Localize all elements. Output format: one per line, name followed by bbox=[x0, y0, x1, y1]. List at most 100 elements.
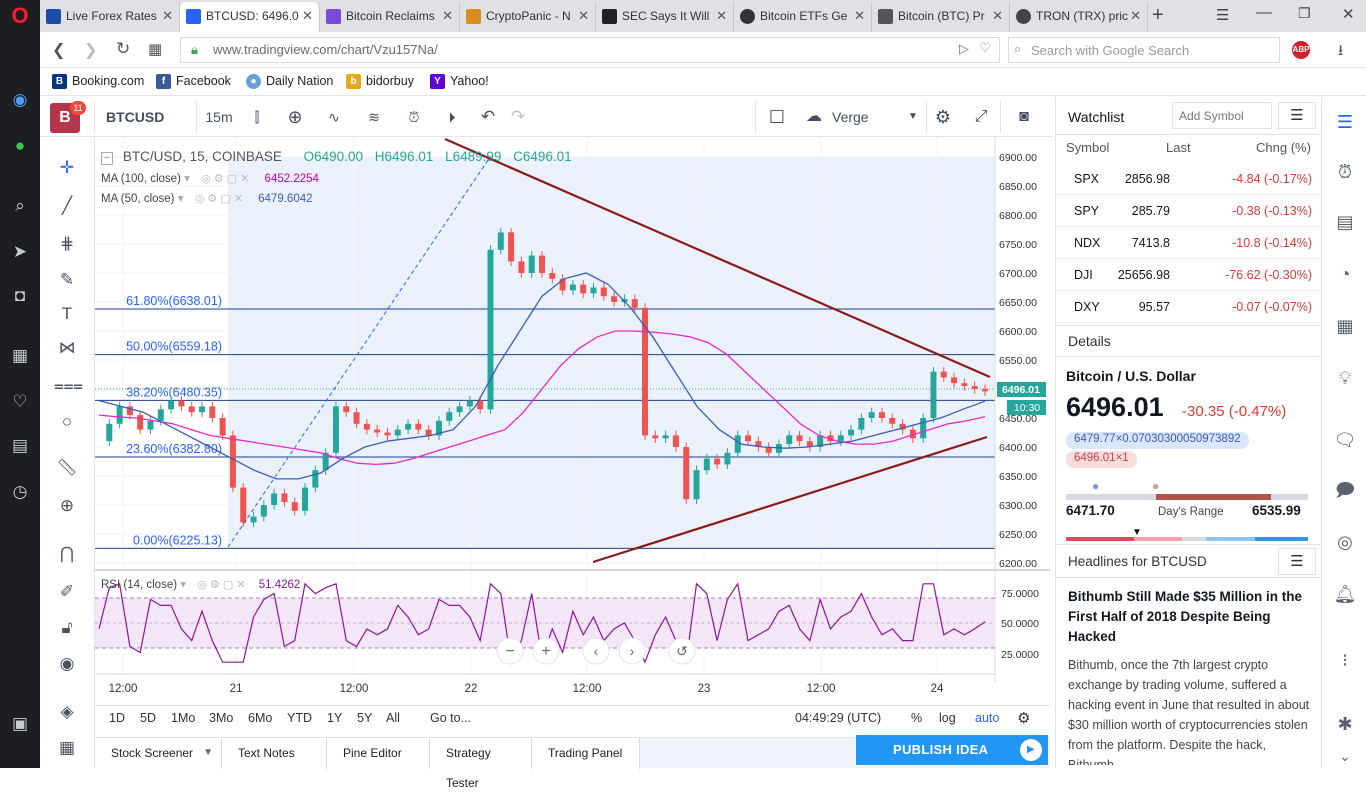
reset-button[interactable] bbox=[668, 637, 696, 665]
heart-icon[interactable]: ♡ bbox=[12, 392, 28, 411]
order-panel-icon[interactable]: ⁝ bbox=[1342, 650, 1348, 670]
range-all[interactable]: All bbox=[386, 711, 400, 725]
lock-icon[interactable]: 🔓︎ bbox=[61, 618, 73, 637]
tab-stock-screener[interactable]: Stock Screener ▼ bbox=[95, 738, 222, 769]
resistance-trendline[interactable] bbox=[444, 137, 991, 379]
camera-icon[interactable]: ◘ bbox=[14, 286, 26, 305]
speed-dial-icon[interactable]: ▦ bbox=[11, 346, 29, 365]
range-1d[interactable]: 1D bbox=[109, 711, 125, 725]
crosshair-icon[interactable]: ✛ bbox=[59, 158, 75, 177]
col-change[interactable]: Chng (%) bbox=[1256, 140, 1311, 155]
range-5d[interactable]: 5D bbox=[140, 711, 156, 725]
list-menu-icon[interactable]: ☰ bbox=[1278, 548, 1316, 575]
messenger-icon[interactable]: ◉ bbox=[12, 90, 28, 109]
layout-icon[interactable]: ☐ bbox=[768, 107, 786, 127]
tab-tradingview[interactable]: BTCUSD: 6496.0 ✕ bbox=[180, 2, 320, 32]
tab-tron[interactable]: TRON (TRX) pric ✕ bbox=[1010, 2, 1148, 32]
close-icon[interactable]: ✕ bbox=[442, 8, 453, 23]
hotlist-icon[interactable]: ◔ bbox=[1339, 264, 1351, 284]
eye-icon[interactable]: ◉ bbox=[59, 654, 75, 673]
pitchfork-icon[interactable]: ⋕ bbox=[59, 234, 75, 253]
range-1mo[interactable]: 1Mo bbox=[171, 711, 196, 725]
play-icon[interactable]: ▶ bbox=[1020, 739, 1042, 761]
tab-sec[interactable]: SEC Says It Will ✕ bbox=[596, 2, 734, 32]
fib-retracement-icon[interactable]: ⩶ bbox=[54, 376, 84, 395]
chart-pane[interactable]: 61.80%(6638.01) 50.00%(6559.18) 38.20%(648… bbox=[95, 137, 1050, 705]
cloud-icon[interactable]: ☁︎ bbox=[806, 108, 822, 125]
rsi-legend[interactable]: RSI (14, close) ▾ ◎ ⚙ ▢ ✕ 51.4262 bbox=[101, 577, 300, 591]
pattern-icon[interactable]: ⋈ bbox=[58, 338, 76, 357]
gear-icon[interactable]: ⚙ bbox=[934, 107, 952, 127]
price-axis[interactable] bbox=[995, 137, 1050, 705]
watchlist-icon[interactable]: ☰ bbox=[1336, 112, 1354, 132]
stay-in-drawing-icon[interactable]: ✐ bbox=[59, 582, 75, 601]
time-axis[interactable]: 12:00 21 12:00 22 12:00 23 12:00 24 bbox=[109, 683, 944, 695]
url-field[interactable]: 🔒︎ www.tradingview.com/chart/Vzu157Na/ ▷… bbox=[180, 37, 1000, 63]
close-icon[interactable]: ✕ bbox=[578, 8, 589, 23]
tab-btc-price[interactable]: Bitcoin (BTC) Pr ✕ bbox=[872, 2, 1010, 32]
watchlist-row[interactable]: NDX 7413.8 -10.8 (-0.14%) bbox=[1056, 227, 1322, 259]
history-icon[interactable]: ◷ bbox=[12, 482, 28, 501]
watchlist-row[interactable]: SPY 285.79 -0.38 (-0.13%) bbox=[1056, 195, 1322, 227]
magnet-icon[interactable]: ⋂ bbox=[60, 544, 74, 563]
main-legend[interactable]: − BTC/USD, 15, COINBASE O6490.00 H6496.01… bbox=[101, 149, 572, 165]
gear-icon[interactable]: ⚙ bbox=[1017, 710, 1031, 727]
tab-forex[interactable]: Live Forex Rates ✕ bbox=[40, 2, 180, 32]
list-menu-icon[interactable]: ☰ bbox=[1278, 102, 1316, 129]
interval-button[interactable]: 15m bbox=[205, 109, 233, 125]
news-icon[interactable]: ▤ bbox=[11, 436, 29, 455]
zoom-in-icon[interactable]: ⊕ bbox=[59, 496, 75, 515]
ruler-icon[interactable]: 📏︎ bbox=[56, 458, 78, 477]
alarm-clock-icon[interactable]: ⏰︎ bbox=[1337, 162, 1353, 182]
tab-strategy-tester[interactable]: Strategy Tester bbox=[430, 738, 532, 790]
opera-logo-icon[interactable]: O bbox=[11, 3, 29, 28]
bookmark-heart-icon[interactable]: ♡ bbox=[979, 40, 991, 55]
bookmark-booking[interactable]: B Booking.com bbox=[52, 74, 144, 89]
messages-icon[interactable]: 🗩︎ bbox=[1335, 480, 1355, 500]
collapse-icon[interactable]: − bbox=[101, 152, 113, 165]
text-icon[interactable]: T bbox=[61, 304, 73, 323]
minimize-icon[interactable]: — bbox=[1256, 4, 1272, 21]
log-toggle[interactable]: log bbox=[939, 711, 956, 725]
range-6mo[interactable]: 6Mo bbox=[248, 711, 273, 725]
compare-add-icon[interactable]: ⊕ bbox=[287, 107, 303, 127]
redo-icon[interactable]: ↷ bbox=[510, 107, 526, 126]
tab-text-notes[interactable]: Text Notes bbox=[222, 738, 327, 769]
auto-toggle[interactable]: auto bbox=[975, 711, 1000, 725]
ideas-bulb-icon[interactable]: 💡︎ bbox=[1338, 368, 1352, 388]
tab-cryptopanic[interactable]: CryptoPanic - N ✕ bbox=[460, 2, 596, 32]
scroll-right-button[interactable] bbox=[618, 637, 646, 665]
data-window-icon[interactable]: ▤ bbox=[1336, 212, 1354, 232]
back-icon[interactable]: ❮ bbox=[52, 42, 66, 59]
bookmark-yahoo[interactable]: Y Yahoo! bbox=[430, 74, 489, 89]
compare-symbol[interactable]: Verge XVG bbox=[832, 109, 869, 153]
fullscreen-icon[interactable]: ⤢ bbox=[974, 108, 988, 125]
candles-icon[interactable]: ⫿ bbox=[254, 109, 260, 125]
whatsapp-icon[interactable]: ● bbox=[14, 136, 26, 155]
range-1y[interactable]: 1Y bbox=[327, 711, 343, 725]
tabs-grid-icon[interactable]: ▦ bbox=[148, 41, 163, 58]
ma100-legend[interactable]: MA (100, close) ▾ ◎ ⚙ ▢ ✕ 6452.2254 bbox=[101, 171, 319, 185]
replay-icon[interactable]: ⏵ bbox=[448, 109, 456, 125]
fib-retracement[interactable]: 61.80%(6638.01) 50.00%(6559.18) 38.20%(648… bbox=[95, 294, 995, 549]
watchlist-row[interactable]: SPX 2856.98 -4.84 (-0.17%) bbox=[1056, 163, 1322, 195]
watchlist-row[interactable]: DJI 25656.98 -76.62 (-0.30%) bbox=[1056, 259, 1322, 291]
close-icon[interactable]: ✕ bbox=[716, 8, 727, 23]
shapes-icon[interactable]: ○ bbox=[61, 412, 73, 431]
indicators-icon[interactable]: ∿ bbox=[328, 109, 340, 125]
close-icon[interactable]: ✕ bbox=[302, 8, 313, 23]
bookmark-facebook[interactable]: f Facebook bbox=[156, 74, 231, 89]
goto-button[interactable]: Go to... bbox=[430, 711, 471, 725]
indicator-controls-icon[interactable]: ◎ ⚙ ▢ ✕ bbox=[201, 173, 250, 185]
streams-icon[interactable]: ◎ bbox=[1337, 532, 1353, 552]
tab-pine-editor[interactable]: Pine Editor bbox=[327, 738, 430, 769]
templates-icon[interactable]: ≋ bbox=[368, 109, 380, 125]
range-3mo[interactable]: 3Mo bbox=[209, 711, 234, 725]
headline-link[interactable]: Bithumb Still Made $35 Million in the Fi… bbox=[1068, 589, 1303, 644]
indicator-controls-icon[interactable]: ◎ ⚙ ▢ ✕ bbox=[197, 579, 246, 591]
notifications-bell-icon[interactable]: 🔔︎ bbox=[1333, 584, 1357, 604]
layers-icon[interactable]: ◈ bbox=[60, 702, 74, 721]
percent-toggle[interactable]: % bbox=[911, 711, 923, 725]
window-close-icon[interactable]: ✕ bbox=[1342, 6, 1355, 23]
brush-icon[interactable]: ✎ bbox=[59, 270, 75, 289]
